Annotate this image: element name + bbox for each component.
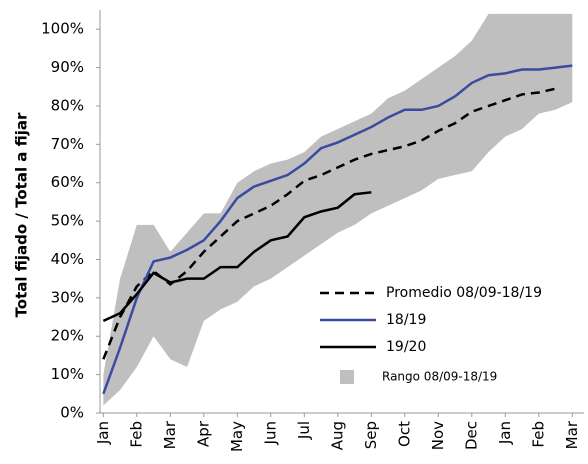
x-tick-label: Dec bbox=[462, 421, 480, 450]
x-tick-label: Aug bbox=[328, 421, 346, 450]
legend-label: Rango 08/09-18/19 bbox=[382, 370, 497, 384]
x-tick-label: Apr bbox=[194, 420, 212, 447]
x-tick-label: Sep bbox=[362, 421, 380, 449]
x-tick-label: Oct bbox=[395, 421, 413, 447]
x-tick-label: Jan bbox=[496, 421, 514, 445]
y-tick-label: 40% bbox=[51, 250, 84, 268]
y-tick-label: 50% bbox=[51, 212, 84, 230]
y-tick-label: 20% bbox=[51, 327, 84, 345]
y-tick-label: 0% bbox=[60, 404, 84, 422]
x-tick-label: Nov bbox=[429, 421, 447, 450]
x-tick-label: Jul bbox=[295, 421, 313, 440]
y-tick-label: 30% bbox=[51, 288, 84, 306]
x-tick-label: Jan bbox=[94, 421, 112, 445]
y-tick-label: 70% bbox=[51, 135, 84, 153]
range-band bbox=[103, 13, 573, 406]
line bbox=[102, 87, 556, 360]
x-tick-label: Feb bbox=[127, 421, 145, 448]
y-tick-label: 10% bbox=[51, 365, 84, 383]
x-tick-label: May bbox=[228, 421, 246, 452]
x-tick-label: Jun bbox=[261, 421, 279, 445]
x-tick-label: Feb bbox=[529, 421, 547, 448]
x-tick-label: Mar bbox=[563, 420, 581, 449]
y-tick-label: 80% bbox=[51, 96, 84, 114]
y-tick-label: 60% bbox=[51, 173, 84, 191]
legend-swatch bbox=[340, 370, 354, 384]
y-tick-label: 100% bbox=[41, 20, 84, 38]
legend-label: 18/19 bbox=[386, 312, 426, 328]
y-axis-label: Total fijado / Total a fijar bbox=[13, 112, 31, 317]
y-tick-label: 90% bbox=[51, 58, 84, 76]
line bbox=[102, 64, 573, 395]
x-tick-label: Mar bbox=[161, 420, 179, 449]
line bbox=[102, 191, 372, 323]
legend-label: 19/20 bbox=[386, 339, 426, 355]
legend-label: Promedio 08/09-18/19 bbox=[386, 285, 542, 301]
